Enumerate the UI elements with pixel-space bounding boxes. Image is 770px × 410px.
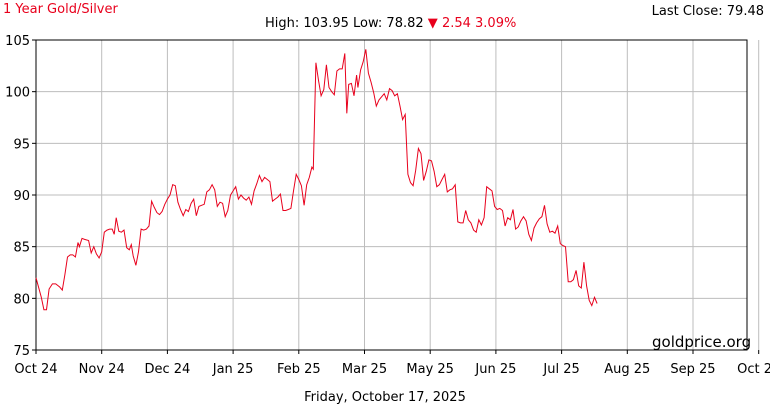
- chart-title: 1 Year Gold/Silver: [3, 2, 118, 17]
- y-tick-label: 95: [13, 137, 30, 152]
- x-axis-ticks: Oct 24 Nov 24 Dec 24 Jan 25 Feb 25 Mar 25 May …: [14, 350, 770, 377]
- x-tick-label: Jan 25: [212, 362, 254, 377]
- x-tick-label: Aug 25: [604, 362, 650, 377]
- x-tick-label: Sep 25: [670, 362, 715, 377]
- y-tick-label: 90: [13, 189, 30, 204]
- low-value: Low: 78.82: [353, 16, 424, 31]
- x-tick-label: Jun 25: [474, 362, 516, 377]
- y-axis-ticks: 75 80 85 90 95 100 105: [5, 34, 36, 359]
- x-tick-label: Oct 25: [737, 362, 770, 377]
- date-caption: Friday, October 17, 2025: [304, 390, 466, 405]
- x-tick-label: Nov 24: [79, 362, 125, 377]
- y-tick-label: 100: [5, 86, 30, 101]
- x-tick-label: Jul 25: [542, 362, 579, 377]
- change-value: 2.54 3.09%: [441, 16, 517, 31]
- y-tick-label: 75: [13, 344, 30, 359]
- x-tick-label: May 25: [406, 362, 454, 377]
- high-value: High: 103.95: [265, 16, 349, 31]
- x-tick-label: Feb 25: [277, 362, 321, 377]
- last-close-label: Last Close: 79.48: [651, 4, 764, 19]
- y-tick-label: 85: [13, 241, 30, 256]
- chart-grid: [35, 39, 760, 351]
- price-line: [35, 49, 598, 311]
- y-tick-label: 80: [13, 292, 30, 307]
- x-tick-label: Oct 24: [14, 362, 57, 377]
- down-arrow-icon: ▼: [427, 16, 438, 31]
- x-tick-label: Dec 24: [144, 362, 190, 377]
- plot-frame: [35, 39, 748, 351]
- price-stats: High: 103.95 Low: 78.82 ▼ 2.54 3.09%: [265, 16, 516, 31]
- x-tick-label: Mar 25: [342, 362, 387, 377]
- watermark: goldprice.org: [652, 333, 752, 351]
- y-tick-label: 105: [5, 34, 30, 49]
